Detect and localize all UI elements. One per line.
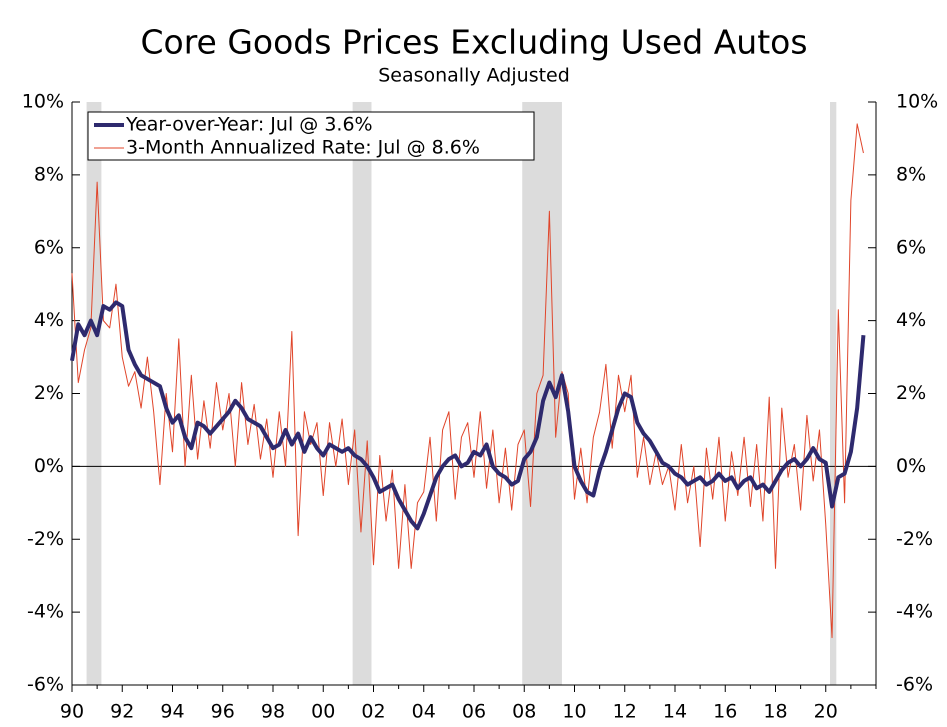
legend-box	[87, 111, 535, 161]
y2-tick-label: 8%	[896, 163, 926, 185]
y-tick-label: 8%	[34, 163, 64, 185]
x-tick-label: 90	[60, 701, 84, 723]
series-line	[71, 123, 864, 639]
y-tick-label: -4%	[27, 601, 64, 623]
y-tick-label: 4%	[34, 309, 64, 331]
y-tick-label: -6%	[27, 674, 64, 696]
y2-tick-label: 6%	[896, 236, 926, 258]
y-tick-label: -2%	[27, 528, 64, 550]
y2-tick-label: -6%	[896, 674, 933, 696]
y-tick-label: 2%	[34, 382, 64, 404]
x-tick-label: 04	[412, 701, 436, 723]
x-tick-label: 96	[211, 701, 235, 723]
y2-tick-label: -2%	[896, 528, 933, 550]
x-tick-label: 08	[512, 701, 536, 723]
x-tick-label: 00	[311, 701, 335, 723]
x-tick-label: 10	[562, 701, 586, 723]
recession-band	[352, 102, 372, 685]
recession-band	[86, 102, 102, 685]
x-tick-label: 94	[160, 701, 184, 723]
y-tick-label: 10%	[22, 91, 64, 113]
series-line	[70, 300, 866, 531]
y2-tick-label: 2%	[896, 382, 926, 404]
x-tick-label: 14	[663, 701, 687, 723]
y2-tick-label: 4%	[896, 309, 926, 331]
x-tick-label: 98	[261, 701, 285, 723]
y-tick-label: 0%	[34, 455, 64, 477]
y2-tick-label: 10%	[896, 91, 938, 113]
x-tick-label: 06	[462, 701, 486, 723]
recession-band	[830, 102, 837, 685]
legend-label: 3-Month Annualized Rate: Jul @ 8.6%	[126, 137, 480, 159]
x-tick-label: 92	[110, 701, 134, 723]
x-tick-label: 16	[713, 701, 737, 723]
x-tick-label: 18	[763, 701, 787, 723]
chart-title: Core Goods Prices Excluding Used Autos	[140, 23, 807, 62]
x-tick-label: 20	[814, 701, 838, 723]
x-tick-label: 12	[613, 701, 637, 723]
chart-subtitle: Seasonally Adjusted	[378, 65, 570, 87]
legend-label: Year-over-Year: Jul @ 3.6%	[125, 114, 373, 136]
y-tick-label: 6%	[34, 236, 64, 258]
y2-tick-label: 0%	[896, 455, 926, 477]
x-tick-label: 02	[361, 701, 385, 723]
y2-tick-label: -4%	[896, 601, 933, 623]
